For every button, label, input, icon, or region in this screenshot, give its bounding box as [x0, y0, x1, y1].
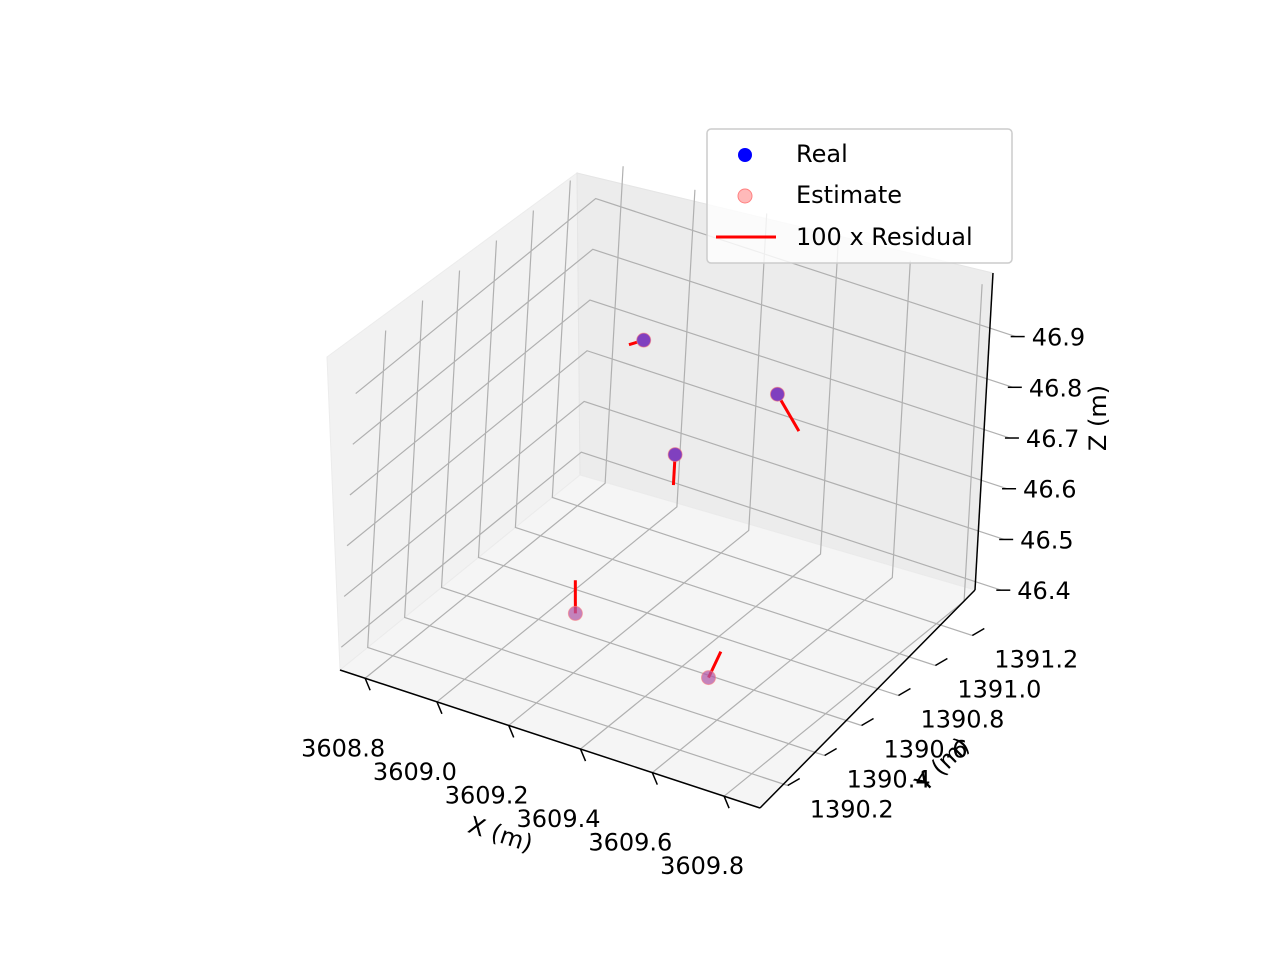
grid-line-z-4 — [352, 248, 1014, 445]
x-tick-label: 3608.8 — [301, 734, 385, 762]
grid-line-y-3 — [477, 240, 899, 697]
legend-marker-real — [738, 148, 752, 162]
x-tick-label: 3609.4 — [517, 805, 601, 833]
z-ticks: 46.4 46.5 46.6 46.7 46.8 46.9 — [996, 324, 1085, 605]
estimate-point-0 — [636, 332, 652, 348]
y-tick-label: 1391.0 — [957, 676, 1041, 704]
y-tick-label: 1391.2 — [994, 646, 1078, 674]
grid-line-x-4 — [651, 260, 911, 774]
y-tick-label: 1390.8 — [920, 706, 1004, 734]
z-tick-label: 46.7 — [1026, 425, 1079, 453]
x-tick-mark — [364, 677, 371, 691]
grid-line-x-3 — [580, 236, 840, 750]
legend: Real Estimate 100 x Residual — [706, 128, 1013, 264]
estimate-point-2 — [667, 447, 683, 463]
x-tick-mark — [723, 795, 730, 809]
grid-line-y-0 — [367, 330, 788, 787]
grid-line-x-1 — [436, 189, 696, 703]
estimate-series — [567, 332, 785, 686]
grid-line-y-2 — [440, 270, 862, 727]
x-tick-label: 3609.6 — [588, 829, 672, 857]
x-tick-mark — [436, 701, 443, 715]
legend-label-estimate: Estimate — [796, 181, 902, 209]
legend-label-real: Real — [796, 140, 848, 168]
x-tick-label: 3609.0 — [373, 758, 457, 786]
z-tick-label: 46.6 — [1023, 476, 1076, 504]
legend-box — [706, 128, 1013, 264]
grid-lines — [340, 166, 1016, 797]
x-tick-label: 3609.8 — [660, 852, 744, 880]
grid-line-z-3 — [349, 299, 1011, 496]
grid-line-x-0 — [364, 166, 624, 679]
y-tick-label: 1390.4 — [847, 766, 931, 794]
z-tick-label: 46.8 — [1029, 374, 1082, 402]
x-tick-mark — [579, 748, 587, 762]
y-tick-label: 1390.2 — [810, 796, 894, 824]
grid-line-z-5 — [355, 197, 1016, 395]
legend-marker-estimate — [737, 188, 753, 204]
y-tick-label: 1390.6 — [884, 736, 968, 764]
x-tick-mark — [651, 772, 658, 785]
y-tick-mark — [971, 627, 985, 637]
y-tick-mark — [787, 777, 801, 787]
x-tick-mark — [508, 725, 515, 738]
z-tick-label: 46.5 — [1020, 526, 1073, 554]
z-axis-line — [974, 272, 994, 591]
y-axis-line — [759, 589, 976, 809]
estimate-point-1 — [769, 386, 785, 402]
y-tick-mark — [861, 717, 874, 727]
grid-line-y-5 — [551, 180, 973, 637]
z-axis-label: Z (m) — [1084, 385, 1112, 451]
grid-line-y-4 — [514, 210, 936, 667]
estimate-point-3 — [567, 605, 583, 621]
grid-line-z-2 — [346, 350, 1008, 547]
x-tick-label: 3609.2 — [445, 781, 529, 809]
legend-label-residual: 100 x Residual — [796, 223, 973, 251]
y-tick-mark — [935, 657, 948, 667]
z-tick-label: 46.4 — [1017, 577, 1070, 605]
y-tick-mark — [898, 687, 911, 697]
grid-line-z-1 — [343, 400, 1005, 597]
grid-line-x-2 — [508, 213, 768, 726]
grid-line-y-1 — [403, 300, 825, 757]
grid-line-z-0 — [340, 451, 1002, 648]
y-tick-mark — [824, 747, 837, 757]
x-axis-line — [339, 669, 761, 809]
estimate-point-4 — [701, 670, 717, 686]
z-tick-label: 46.9 — [1032, 324, 1085, 352]
